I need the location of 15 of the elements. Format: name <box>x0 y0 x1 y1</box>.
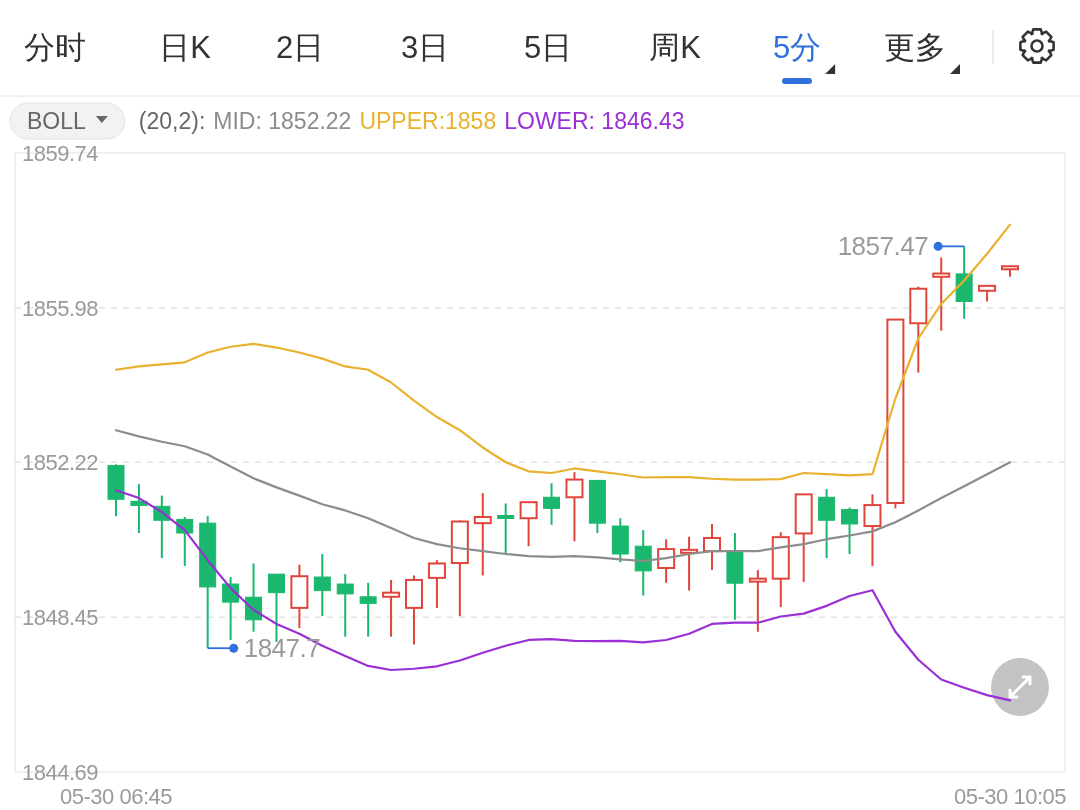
y-tick-label: 1844.69 <box>22 760 99 785</box>
y-tick-label: 1852.22 <box>22 450 99 476</box>
legend-title: BOLL <box>27 108 87 134</box>
tab-bar: 分时 日K 2日 3日 5日 周K 5分 更多 <box>24 30 960 84</box>
y-tick-label: 1859.74 <box>22 141 99 166</box>
line-series <box>114 223 1012 481</box>
y-tick-label: 1855.98 <box>22 295 99 321</box>
x-tick-label: 05-30 06:45 <box>60 784 173 809</box>
x-tick-label: 05-30 10:05 <box>954 784 1067 809</box>
annotation: 1847.7 <box>243 633 321 664</box>
legend: BOLL (20,2): MID: 1852.22 UPPER:1858 LOWER: 1846.43 <box>9 102 685 140</box>
annotation: 1857.47 <box>837 231 929 262</box>
note: 1857.47 <box>837 231 966 262</box>
y-tick-label: 1848.45 <box>22 605 99 631</box>
note: 1847.7 <box>206 633 321 664</box>
